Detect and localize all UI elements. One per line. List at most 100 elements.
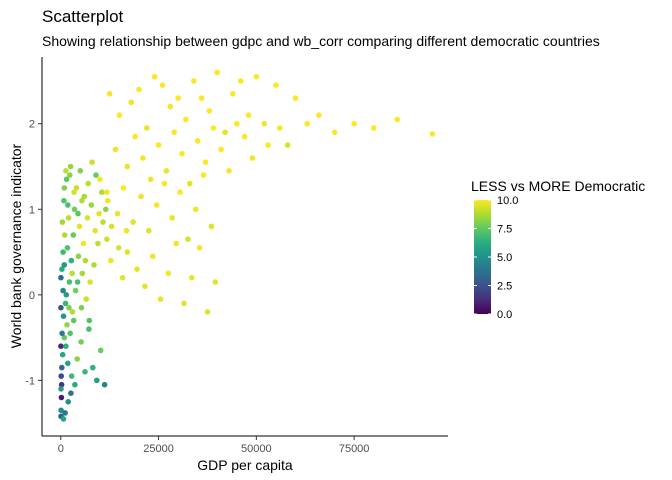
data-point xyxy=(132,133,138,140)
data-point xyxy=(65,399,71,405)
data-point xyxy=(304,120,311,127)
data-point xyxy=(210,125,217,131)
x-tick-label: 25000 xyxy=(143,443,174,455)
data-point xyxy=(173,240,179,247)
data-point xyxy=(167,103,174,110)
data-point xyxy=(370,125,377,131)
data-point xyxy=(65,360,71,367)
data-point xyxy=(187,180,193,187)
data-point xyxy=(58,381,65,388)
data-point xyxy=(65,215,72,221)
data-point xyxy=(79,270,86,277)
data-point xyxy=(200,172,207,178)
data-point xyxy=(69,309,76,315)
data-point xyxy=(112,146,119,153)
data-point xyxy=(222,129,228,136)
data-point xyxy=(58,304,64,311)
data-point xyxy=(78,304,85,311)
data-point xyxy=(171,129,177,136)
chart-subtitle: Showing relationship between gdpc and wb… xyxy=(42,33,600,49)
data-point xyxy=(63,176,70,183)
data-point xyxy=(155,142,162,148)
data-point xyxy=(134,266,140,273)
data-point xyxy=(59,351,66,358)
data-point xyxy=(71,189,77,195)
data-point xyxy=(72,381,78,388)
data-point xyxy=(214,69,220,76)
data-point xyxy=(123,227,130,234)
data-point xyxy=(394,116,401,123)
data-point xyxy=(89,159,95,165)
data-point xyxy=(179,150,185,157)
data-point xyxy=(60,249,66,255)
data-point xyxy=(120,185,127,191)
data-point xyxy=(114,210,121,217)
data-point xyxy=(241,133,248,140)
data-point xyxy=(157,296,164,302)
data-point xyxy=(331,129,338,136)
data-point xyxy=(130,219,136,225)
data-point xyxy=(104,236,110,242)
data-point xyxy=(67,163,74,170)
data-point xyxy=(284,142,291,148)
data-point xyxy=(108,223,115,230)
data-point xyxy=(196,245,203,251)
data-point xyxy=(86,317,93,324)
data-point xyxy=(159,82,166,88)
data-point xyxy=(70,317,77,324)
data-point xyxy=(163,168,170,174)
data-point xyxy=(140,155,146,161)
data-point xyxy=(265,142,271,148)
data-point xyxy=(69,270,75,277)
data-point xyxy=(75,210,81,217)
y-axis-ticks: -1 0 1 2 xyxy=(25,119,42,387)
data-point xyxy=(103,206,109,213)
data-point xyxy=(87,279,93,285)
y-axis-title: World bank governance indicator xyxy=(8,143,24,348)
data-point xyxy=(73,185,80,191)
data-point xyxy=(66,304,72,311)
data-point xyxy=(58,394,65,401)
data-point xyxy=(86,326,92,332)
data-point xyxy=(316,112,322,118)
data-point xyxy=(64,245,71,251)
legend-colorbar xyxy=(474,200,491,314)
data-point xyxy=(60,313,67,320)
data-point xyxy=(149,253,156,260)
data-point xyxy=(99,189,105,195)
data-point xyxy=(165,270,172,277)
data-point xyxy=(90,364,96,371)
data-point xyxy=(80,240,87,247)
legend-tick-label: 7.5 xyxy=(497,224,512,236)
data-point xyxy=(234,120,240,127)
data-point xyxy=(67,172,73,178)
data-point xyxy=(181,300,187,307)
data-point xyxy=(59,219,66,225)
data-points xyxy=(58,69,436,422)
data-point xyxy=(63,168,69,174)
data-point xyxy=(88,202,95,208)
data-point xyxy=(189,274,195,281)
data-point xyxy=(106,91,113,97)
data-point xyxy=(277,125,283,131)
x-axis-ticks: 0 25000 50000 75000 xyxy=(58,436,369,455)
data-point xyxy=(96,210,102,217)
data-point xyxy=(273,82,279,88)
data-point xyxy=(204,309,211,315)
data-point xyxy=(68,257,75,264)
data-point xyxy=(59,266,65,273)
data-point xyxy=(64,322,70,328)
data-point xyxy=(226,168,232,174)
data-point xyxy=(136,86,142,93)
data-point xyxy=(78,339,84,345)
data-point xyxy=(94,377,100,384)
data-point xyxy=(63,292,70,298)
data-point xyxy=(95,240,101,247)
data-point xyxy=(245,112,252,118)
x-axis-title: GDP per capita xyxy=(197,457,293,473)
data-point xyxy=(183,116,189,123)
data-point xyxy=(70,232,77,238)
data-point xyxy=(61,185,68,191)
data-point xyxy=(61,262,68,268)
